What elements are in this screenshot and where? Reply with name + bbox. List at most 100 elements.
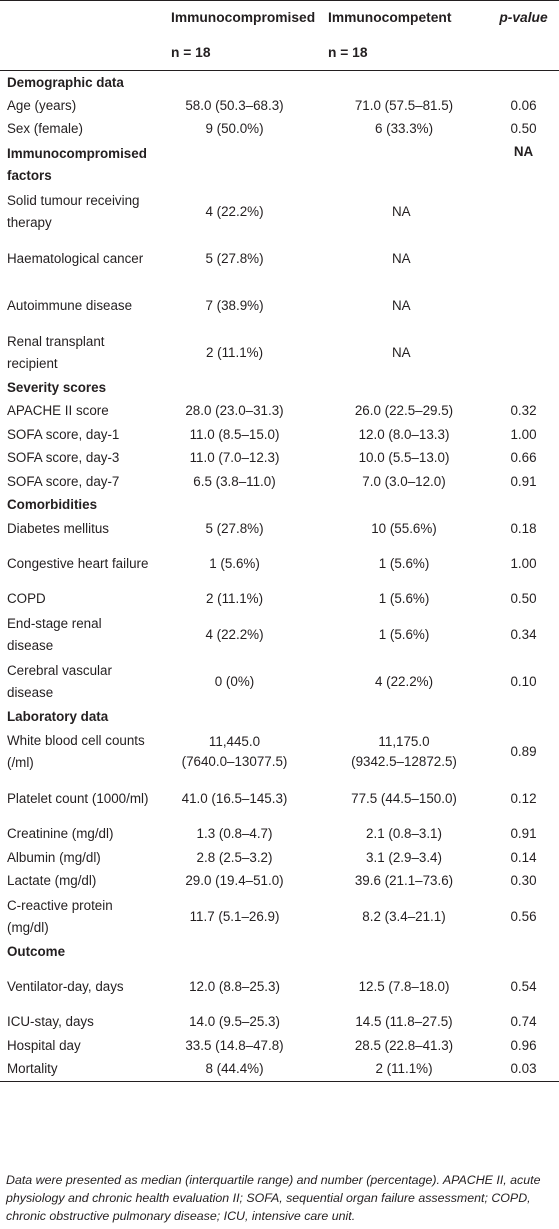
immunocompetent-value: 1 (5.6%) xyxy=(378,626,430,642)
p-value-cell: 0.56 xyxy=(510,908,537,924)
immunocompetent-value: 12.0 (8.0–13.3) xyxy=(358,426,450,442)
table-row: ICU-stay, days 14.0 (9.5–25.3) 14.5 (11.8–… xyxy=(0,1011,559,1035)
row-label: COPD xyxy=(7,591,46,607)
immunocompromised-value: 5 (27.8%) xyxy=(205,520,264,536)
p-value-cell: 0.06 xyxy=(510,97,537,113)
immunocompromised-value: 2.8 (2.5–3.2) xyxy=(196,849,273,865)
row-label: ICU-stay, days xyxy=(7,1014,94,1030)
immunocompromised-value: 2 (11.1%) xyxy=(205,591,264,607)
table-row: Cerebral vascular disease 0 (0%) 4 (22.2%)… xyxy=(0,658,559,705)
value-line: (7640.0–13077.5) xyxy=(181,754,288,769)
immunocompetent-value: 10 (55.6%) xyxy=(371,520,437,536)
immunocompromised-value: 0 (0%) xyxy=(214,673,255,689)
immunocompetent-value: 14.5 (11.8–27.5) xyxy=(355,1014,453,1030)
table-row: Albumin (mg/dl) 2.8 (2.5–3.2) 3.1 (2.9–3.4… xyxy=(0,846,559,870)
p-value-cell: 0.12 xyxy=(510,791,537,806)
table-row: C-reactive protein (mg/dl) 11.7 (5.1–26.9… xyxy=(0,893,559,940)
immunocompetent-value: 77.5 (44.5–150.0) xyxy=(351,791,457,806)
immunocompromised-value: 29.0 (19.4–51.0) xyxy=(185,873,284,889)
immunocompromised-value: 1.3 (0.8–4.7) xyxy=(196,826,273,842)
table-row: Ventilator-day, days 12.0 (8.8–25.3) 12.5 … xyxy=(0,964,559,1011)
row-label: Diabetes mellitus xyxy=(7,520,109,536)
table-header: Immunocompromised Immunocompetent p-valu… xyxy=(0,0,559,71)
table-row: Solid tumour receiving therapy 4 (22.2%) N… xyxy=(0,188,559,235)
immunocompromised-value: 8 (44.4%) xyxy=(149,1057,320,1082)
p-value-cell: 0.34 xyxy=(510,626,537,642)
immunocompetent-value: 12.5 (7.8–18.0) xyxy=(358,979,450,994)
immunocompetent-value: 11,175.0 (9342.5–12872.5) xyxy=(320,729,488,776)
row-label: End-stage renal disease xyxy=(7,615,102,653)
immunocompromised-value: 11,445.0 (7640.0–13077.5) xyxy=(149,729,320,776)
immunocompromised-value: 4 (22.2%) xyxy=(205,203,264,219)
row-label: Age (years) xyxy=(7,97,77,113)
characteristics-table: Immunocompromised Immunocompetent p-valu… xyxy=(0,0,559,1082)
p-value-cell: 1.00 xyxy=(510,556,537,571)
immunocompetent-value: NA xyxy=(392,344,411,360)
immunocompromised-value: 11.7 (5.1–26.9) xyxy=(189,908,280,924)
row-label: Hospital day xyxy=(7,1037,81,1053)
row-label: Autoimmune disease xyxy=(7,297,133,313)
p-value-cell: 0.91 xyxy=(510,473,537,489)
immunocompromised-value: 58.0 (50.3–68.3) xyxy=(185,97,284,113)
table-row: SOFA score, day-3 11.0 (7.0–12.3) 10.0 (5.… xyxy=(0,447,559,471)
table-row: Renal transplant recipient 2 (11.1%) NA xyxy=(0,329,559,376)
table-row: Diabetes mellitus 5 (27.8%) 10 (55.6%) 0.18 xyxy=(0,517,559,541)
immunocompetent-value: 1 (5.6%) xyxy=(378,591,430,607)
p-value-cell: 0.30 xyxy=(510,873,537,889)
row-label: C-reactive protein (mg/dl) xyxy=(7,897,113,935)
immunocompetent-value: 2.1 (0.8–3.1) xyxy=(366,826,442,842)
row-label: Haematological cancer xyxy=(7,250,144,266)
row-label: Cerebral vascular disease xyxy=(7,662,112,700)
immunocompromised-value: 2 (11.1%) xyxy=(205,344,264,360)
table-row: White blood cell counts (/ml) 11,445.0 (76… xyxy=(0,729,559,776)
immunocompetent-value: 28.5 (22.8–41.3) xyxy=(354,1037,454,1053)
table-row: Platelet count (1000/ml) 41.0 (16.5–145.3… xyxy=(0,776,559,823)
p-value-cell xyxy=(488,282,559,329)
immunocompromised-value: 4 (22.2%) xyxy=(205,626,264,642)
table-body: Demographic data Age (years) 58.0 (50.3–68… xyxy=(0,71,559,1082)
table-row: End-stage renal disease 4 (22.2%) 1 (5.6%)… xyxy=(0,611,559,658)
immunocompetent-value: 39.6 (21.1–73.6) xyxy=(354,873,454,889)
section-label: Immunocompromised factors xyxy=(7,145,147,183)
p-value-cell: 0.50 xyxy=(510,591,537,607)
table-row: Haematological cancer 5 (27.8%) NA xyxy=(0,235,559,282)
row-label: Sex (female) xyxy=(7,121,83,137)
p-value-cell: NA xyxy=(513,144,534,159)
section-label: Demographic data xyxy=(7,74,124,90)
table-row: Sex (female) 9 (50.0%) 6 (33.3%) 0.50 xyxy=(0,118,559,142)
row-label: Platelet count (1000/ml) xyxy=(7,791,149,806)
p-value-cell: 0.14 xyxy=(510,849,537,865)
p-value-cell: 0.96 xyxy=(510,1037,537,1053)
row-label: Ventilator-day, days xyxy=(7,979,124,994)
table-row: SOFA score, day-7 6.5 (3.8–11.0) 7.0 (3.0–… xyxy=(0,470,559,494)
header-blank-3 xyxy=(488,34,559,71)
section-label: Laboratory data xyxy=(7,708,109,724)
row-label: Congestive heart failure xyxy=(7,556,149,571)
p-value-cell xyxy=(488,235,559,282)
row-label: Albumin (mg/dl) xyxy=(7,849,101,865)
immunocompetent-value: 8.2 (3.4–21.1) xyxy=(362,908,446,924)
immunocompetent-value: 6 (33.3%) xyxy=(374,121,434,137)
header-blank xyxy=(0,0,149,35)
row-label: APACHE II score xyxy=(7,403,109,419)
header-immunocompetent-n: n = 18 xyxy=(320,34,488,71)
section-label: Severity scores xyxy=(7,379,107,395)
table-row: COPD 2 (11.1%) 1 (5.6%) 0.50 xyxy=(0,588,559,612)
section-header-row: Laboratory data xyxy=(0,705,559,729)
empty-cell xyxy=(149,141,320,188)
section-label: Outcome xyxy=(7,943,66,959)
table-row: SOFA score, day-1 11.0 (8.5–15.0) 12.0 (8.… xyxy=(0,423,559,447)
value-line: 11,445.0 xyxy=(208,734,261,749)
section-header-row: Comorbidities xyxy=(0,494,559,518)
p-value-cell: 0.66 xyxy=(510,450,537,466)
row-label: Lactate (mg/dl) xyxy=(7,873,97,889)
immunocompromised-value: 11.0 (8.5–15.0) xyxy=(189,426,280,442)
table-row: Mortality 8 (44.4%) 2 (11.1%) 0.03 xyxy=(0,1057,559,1082)
immunocompromised-value: 5 (27.8%) xyxy=(205,250,264,266)
immunocompromised-value: 7 (38.9%) xyxy=(205,297,264,313)
p-value-cell: 0.50 xyxy=(510,121,537,137)
p-value-cell: 0.74 xyxy=(510,1014,537,1030)
immunocompromised-value: 12.0 (8.8–25.3) xyxy=(189,979,280,994)
immunocompromised-value: 28.0 (23.0–31.3) xyxy=(185,403,284,419)
